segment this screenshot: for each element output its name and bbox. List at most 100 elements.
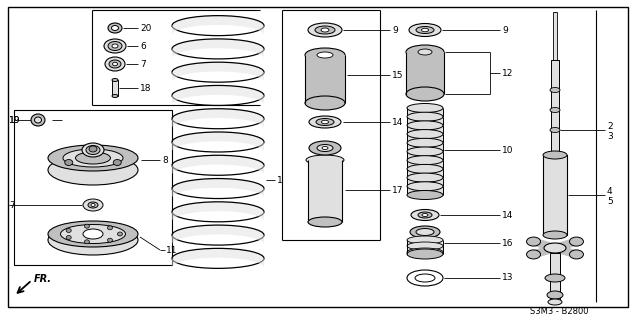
Ellipse shape: [544, 243, 566, 253]
Ellipse shape: [84, 224, 89, 228]
Text: 7: 7: [9, 201, 15, 210]
Bar: [543, 155, 567, 235]
Bar: [407, 117, 443, 125]
Ellipse shape: [31, 114, 45, 126]
Ellipse shape: [322, 147, 328, 149]
Polygon shape: [172, 248, 264, 268]
Text: 3: 3: [607, 132, 612, 140]
Text: 11: 11: [166, 245, 177, 254]
Ellipse shape: [407, 182, 443, 191]
Ellipse shape: [418, 212, 432, 218]
Ellipse shape: [526, 237, 540, 246]
Ellipse shape: [112, 78, 118, 82]
Text: 15: 15: [392, 70, 403, 79]
Bar: [112, 80, 118, 96]
Ellipse shape: [548, 299, 562, 305]
Text: 2: 2: [607, 122, 612, 131]
Ellipse shape: [104, 39, 126, 53]
Text: 20: 20: [140, 23, 151, 33]
Text: 9: 9: [392, 26, 397, 35]
Ellipse shape: [570, 237, 583, 246]
Text: 4: 4: [607, 187, 612, 196]
Polygon shape: [172, 225, 264, 244]
Ellipse shape: [107, 226, 112, 230]
Ellipse shape: [66, 236, 71, 239]
Ellipse shape: [416, 228, 434, 236]
Polygon shape: [172, 132, 264, 151]
Ellipse shape: [316, 118, 334, 125]
Text: S3M3 - B2800: S3M3 - B2800: [530, 307, 588, 316]
Ellipse shape: [75, 152, 110, 164]
Ellipse shape: [108, 23, 122, 33]
Ellipse shape: [550, 87, 560, 92]
Ellipse shape: [61, 225, 126, 244]
Text: 13: 13: [502, 274, 514, 283]
Ellipse shape: [305, 48, 345, 62]
Polygon shape: [172, 62, 264, 82]
Ellipse shape: [407, 190, 443, 199]
Text: 14: 14: [392, 117, 403, 126]
Text: FR.: FR.: [34, 274, 52, 284]
Ellipse shape: [406, 87, 444, 101]
Ellipse shape: [410, 226, 440, 238]
Ellipse shape: [407, 242, 443, 250]
Ellipse shape: [109, 60, 121, 68]
Ellipse shape: [407, 173, 443, 182]
Ellipse shape: [91, 204, 95, 206]
Ellipse shape: [407, 156, 443, 165]
Bar: [551, 60, 559, 190]
Text: 1: 1: [277, 175, 283, 185]
Ellipse shape: [83, 199, 103, 211]
Bar: [550, 253, 560, 303]
Ellipse shape: [308, 217, 342, 227]
Polygon shape: [172, 179, 264, 198]
Ellipse shape: [407, 112, 443, 121]
Ellipse shape: [407, 103, 443, 113]
Ellipse shape: [66, 228, 71, 233]
Ellipse shape: [317, 52, 333, 58]
Ellipse shape: [63, 149, 123, 167]
Text: 19: 19: [9, 116, 20, 124]
Ellipse shape: [117, 232, 122, 236]
Ellipse shape: [64, 159, 73, 165]
Ellipse shape: [309, 141, 341, 155]
Ellipse shape: [309, 116, 341, 128]
Ellipse shape: [48, 155, 138, 185]
Ellipse shape: [306, 155, 344, 165]
Text: 5: 5: [607, 196, 612, 205]
Polygon shape: [172, 155, 264, 175]
Ellipse shape: [407, 248, 443, 256]
Ellipse shape: [308, 23, 342, 37]
Ellipse shape: [82, 143, 104, 157]
Ellipse shape: [83, 229, 103, 239]
Ellipse shape: [48, 225, 138, 255]
Ellipse shape: [407, 130, 443, 139]
Ellipse shape: [112, 26, 119, 30]
Text: 9: 9: [502, 26, 508, 35]
Ellipse shape: [550, 127, 560, 132]
Ellipse shape: [86, 146, 100, 155]
Ellipse shape: [88, 202, 98, 208]
Bar: [407, 125, 443, 134]
Bar: [407, 160, 443, 169]
Ellipse shape: [108, 42, 122, 51]
Bar: [406, 52, 444, 94]
Ellipse shape: [84, 240, 89, 244]
Ellipse shape: [422, 213, 428, 217]
Ellipse shape: [107, 238, 112, 242]
Text: 16: 16: [502, 238, 514, 247]
Ellipse shape: [409, 23, 441, 36]
Ellipse shape: [545, 274, 565, 282]
Ellipse shape: [407, 121, 443, 130]
Ellipse shape: [526, 250, 540, 259]
Ellipse shape: [407, 236, 443, 244]
Ellipse shape: [105, 57, 125, 71]
Polygon shape: [172, 85, 264, 105]
Text: 10: 10: [502, 146, 514, 155]
Text: 14: 14: [502, 211, 514, 220]
Polygon shape: [172, 39, 264, 58]
Text: 18: 18: [140, 84, 151, 92]
Ellipse shape: [407, 270, 443, 286]
Ellipse shape: [322, 120, 329, 124]
Ellipse shape: [114, 159, 121, 165]
